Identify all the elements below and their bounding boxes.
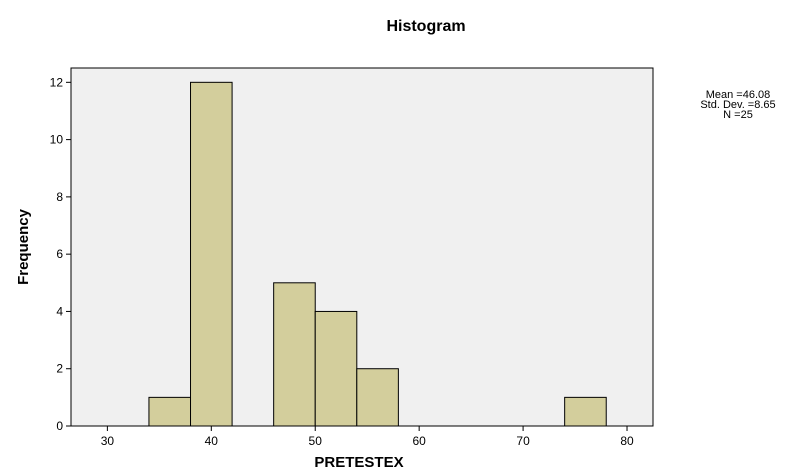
histogram-bar-4 [356,368,399,427]
y-tick-label: 0 [56,419,63,433]
x-tick-label: 40 [205,434,219,448]
histogram-bar-1 [190,81,233,427]
y-tick-label: 6 [56,247,63,261]
stat-mean: Mean =46.08 [706,89,771,101]
x-axis: 30 40 50 60 70 80 [101,426,634,448]
stat-std-dev: Std. Dev. =8.65 [700,99,775,111]
x-axis-label: PRETESTEX [314,454,403,470]
x-tick-label: 70 [516,434,530,448]
bars-group [148,81,607,427]
y-axis: 0 2 4 6 8 10 12 [50,75,71,433]
x-tick-label: 80 [620,434,634,448]
x-tick-label: 60 [412,434,426,448]
x-tick-label: 50 [309,434,323,448]
histogram-bar-3 [314,310,358,427]
y-tick-label: 12 [50,75,64,89]
x-tick-label: 30 [101,434,115,448]
statistics-box: Mean =46.08 Std. Dev. =8.65 N =25 [700,89,775,121]
histogram-bar-2 [273,282,316,427]
stat-n: N =25 [723,109,753,121]
y-tick-label: 10 [50,133,64,147]
y-tick-label: 2 [56,362,63,376]
y-tick-label: 8 [56,190,63,204]
chart-title: Histogram [386,18,465,35]
histogram-bar-5 [564,396,607,427]
y-tick-label: 4 [56,304,63,318]
plot-area [70,67,654,427]
histogram-bar-0 [148,396,192,427]
y-axis-label: Frequency [15,208,32,285]
